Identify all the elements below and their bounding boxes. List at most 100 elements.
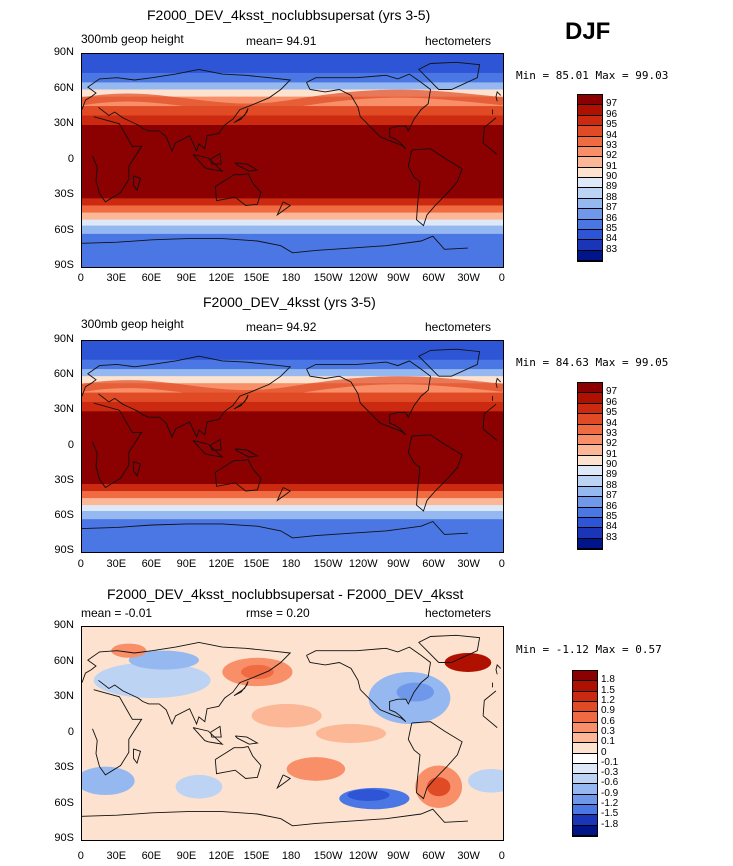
colorbar-box	[578, 383, 602, 394]
lon-tick-label: 120W	[348, 272, 378, 284]
field-band	[82, 82, 503, 90]
colorbar-box	[578, 229, 602, 241]
lon-tick-label: 90W	[387, 850, 410, 862]
coastline	[210, 438, 222, 451]
lon-tick-label: 180	[281, 558, 301, 570]
lon-tick-label: 120E	[208, 272, 235, 284]
colorbar-1	[577, 94, 603, 262]
coastline	[234, 162, 259, 172]
coastline	[407, 434, 463, 512]
coastline	[210, 725, 222, 738]
colorbar-label: 92	[606, 438, 618, 450]
map-panel-2	[81, 340, 504, 553]
lon-tick-label: 120E	[208, 850, 235, 862]
jet-wave	[82, 89, 503, 112]
coastline	[495, 664, 502, 675]
coastline	[276, 774, 292, 790]
colorbar-box	[578, 403, 602, 415]
panel-units-label: hectometers	[425, 34, 492, 48]
coastline	[133, 175, 142, 192]
lon-tick-label: 150E	[243, 850, 270, 862]
coastline	[214, 172, 262, 206]
coastline	[233, 394, 249, 410]
lon-tick-label: 30W	[457, 272, 480, 284]
field-band	[82, 89, 503, 98]
lat-tick-label: 60N	[53, 654, 74, 667]
field-band	[82, 411, 503, 485]
colorbar-label: -0.9	[601, 787, 619, 799]
field-band	[82, 484, 503, 492]
colorbar-box	[578, 393, 602, 404]
lat-tick-label: 30N	[53, 117, 74, 129]
lon-tick-label: 30E	[106, 850, 127, 862]
lat-tick-label: 30N	[53, 690, 74, 702]
lon-tick-label: 90E	[176, 272, 197, 284]
coastline	[133, 461, 142, 477]
colorbar-label: 0	[601, 746, 607, 758]
colorbar-box	[578, 424, 602, 435]
colorbar-label: 85	[606, 222, 618, 234]
panel-rmse-label: rmse = 0.20	[246, 606, 310, 620]
colorbar-box	[578, 250, 602, 261]
colorbar-box	[578, 486, 602, 498]
colorbar-box	[578, 517, 602, 529]
lon-tick-label: 60E	[141, 558, 162, 570]
coastline	[407, 721, 463, 800]
colorbar-box	[578, 209, 602, 220]
colorbar-box	[578, 497, 602, 508]
colorbar-box	[578, 126, 602, 137]
lon-tick-label: 30E	[106, 558, 127, 570]
coastline	[210, 152, 222, 165]
colorbar-box	[573, 691, 597, 702]
lon-tick-label: 150E	[243, 272, 270, 284]
colorbar-box	[573, 794, 597, 806]
colorbar-label: 1.5	[601, 684, 615, 696]
field-band	[82, 376, 503, 384]
lon-tick-label: 60W	[422, 558, 445, 570]
coastline	[306, 73, 431, 150]
lon-tick-label: 90E	[176, 558, 197, 570]
lon-tick-label: 120W	[348, 558, 378, 570]
colorbar-box	[573, 815, 597, 826]
anomaly-blob	[93, 662, 211, 698]
coastline	[133, 748, 142, 765]
colorbar-box	[578, 538, 602, 549]
field-band	[82, 198, 503, 206]
field-band	[82, 233, 503, 267]
lon-tick-label: 30W	[457, 850, 480, 862]
colorbar-label: 95	[606, 119, 618, 131]
lon-tick-label: 60W	[422, 272, 445, 284]
coastline	[192, 154, 224, 172]
lat-tick-label: 60S	[54, 508, 74, 521]
lat-tick-label: 0	[67, 438, 74, 451]
colorbar-label: 0.3	[601, 725, 615, 737]
colorbar-label: -0.6	[601, 777, 619, 789]
panel-minmax: Min = 84.63 Max = 99.05	[516, 356, 669, 369]
lon-tick-label: 0	[498, 272, 505, 284]
field-band	[82, 498, 503, 506]
lon-tick-label: 0	[498, 850, 505, 862]
panel-title: F2000_DEV_4ksst_noclubbsupersat (yrs 3-5…	[147, 7, 431, 23]
colorbar-label: 87	[606, 202, 618, 214]
lon-tick-label: 150E	[243, 558, 270, 570]
lat-tick-label: 90S	[54, 259, 74, 271]
lat-tick-label: 90N	[53, 619, 74, 631]
coastline	[82, 808, 468, 827]
lat-tick-label: 0	[67, 152, 74, 165]
map-canvas	[82, 54, 503, 267]
field-band	[82, 519, 503, 552]
lat-tick-label: 90S	[54, 832, 74, 844]
lon-tick-label: 60W	[422, 850, 445, 862]
panel-units-label: hectometers	[425, 606, 492, 620]
coastline	[192, 727, 224, 745]
colorbar-box	[573, 722, 597, 733]
lat-tick-label: 30S	[54, 188, 74, 200]
field-band	[82, 72, 503, 83]
colorbar-label: 85	[606, 510, 618, 522]
anomaly-blob	[241, 664, 274, 680]
colorbar-box	[578, 528, 602, 539]
colorbar-label: 93	[606, 139, 618, 151]
lat-tick-label: 0	[67, 725, 74, 738]
colorbar-box	[578, 219, 602, 230]
colorbar-2	[577, 382, 603, 550]
